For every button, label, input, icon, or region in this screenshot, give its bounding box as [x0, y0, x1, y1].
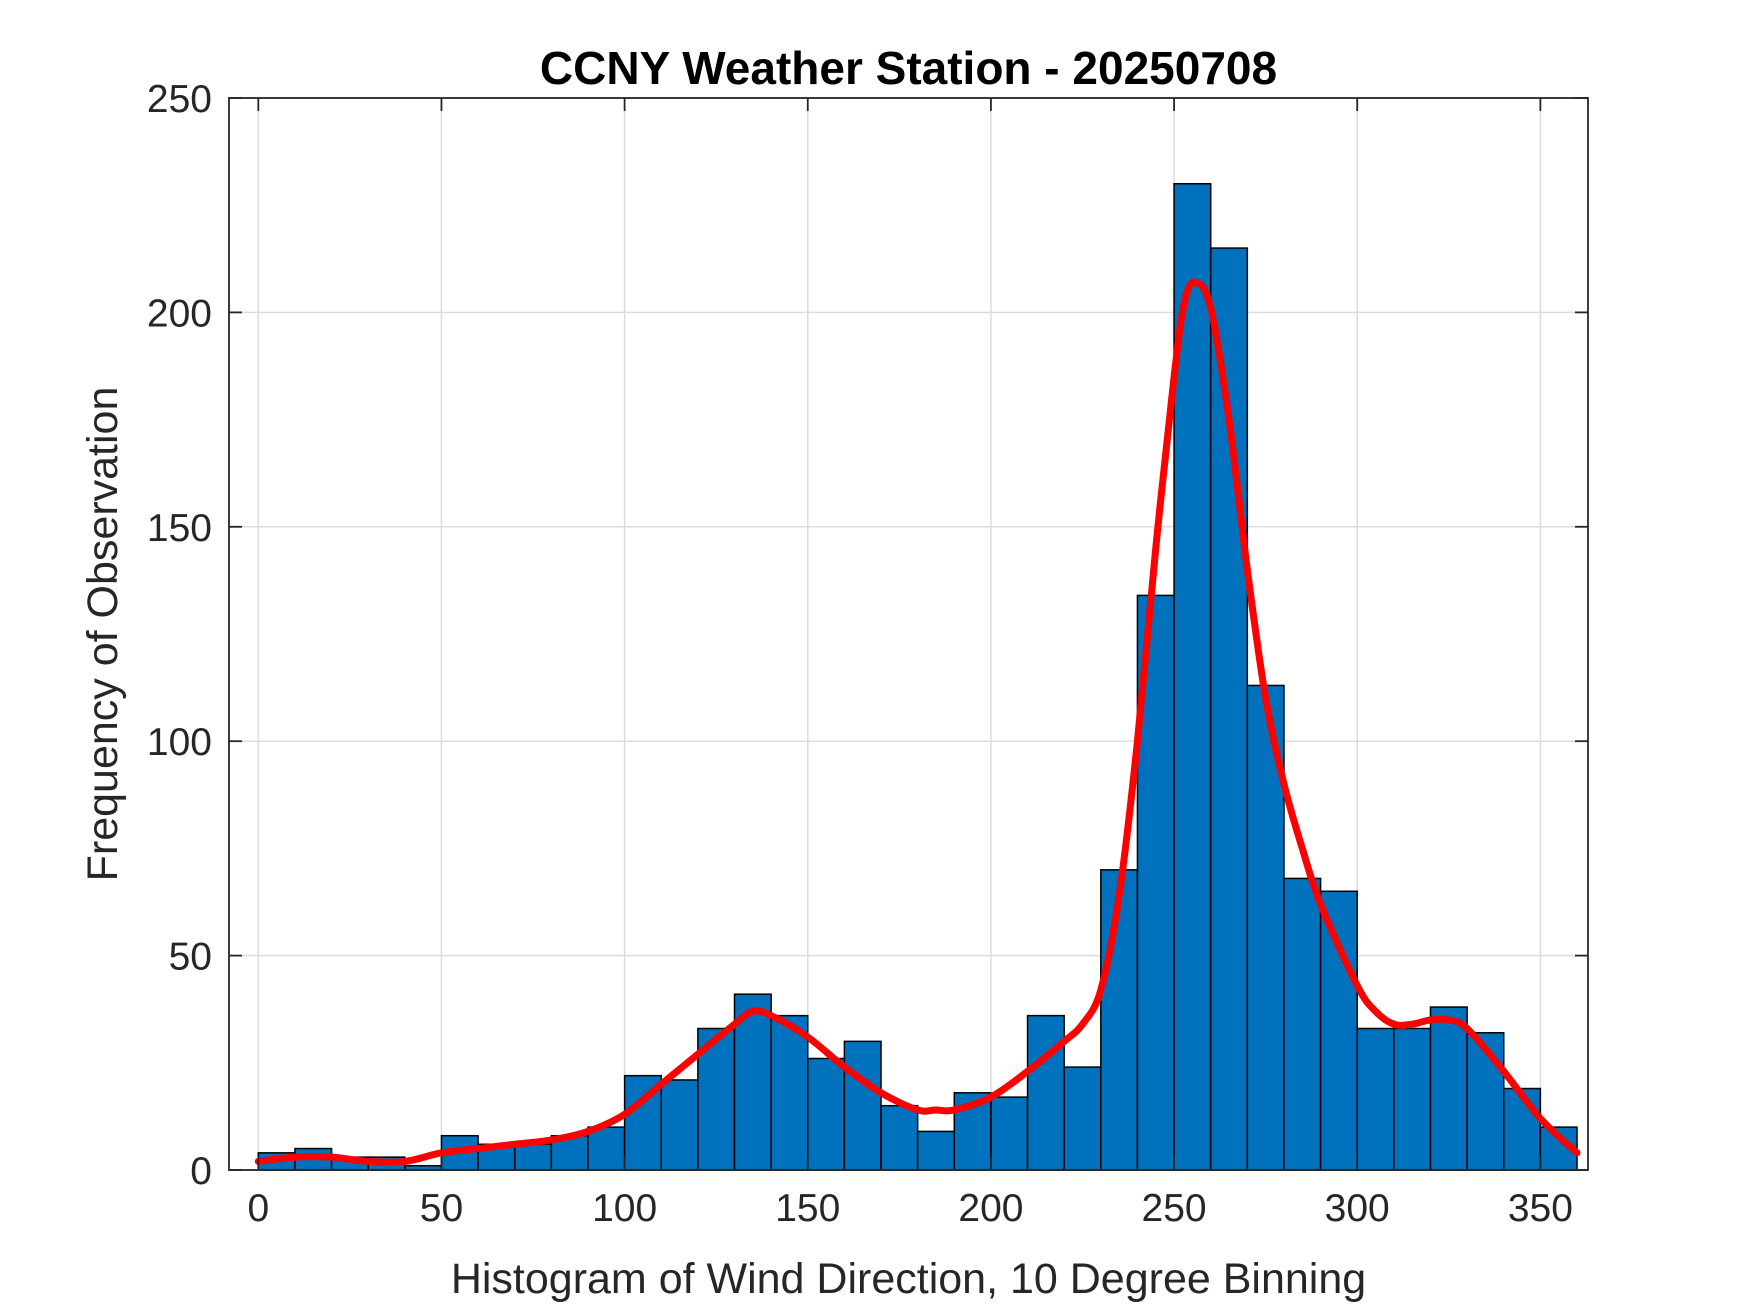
histogram-bar [807, 1057, 846, 1171]
histogram-bar [916, 1130, 956, 1171]
y-tick-label: 100 [147, 721, 212, 764]
density-fit-curve [254, 278, 1581, 1166]
histogram-bar [660, 1079, 699, 1171]
y-tick-label: 150 [147, 507, 212, 550]
histogram-bar [1319, 890, 1358, 1171]
histogram-bar [1100, 869, 1139, 1171]
x-tick-label: 300 [1325, 1187, 1390, 1230]
histogram-bar [1026, 1014, 1065, 1171]
histogram-bar [1466, 1032, 1505, 1171]
histogram-bar [880, 1104, 919, 1171]
x-tick-label: 150 [775, 1187, 840, 1230]
plot-area-background [229, 98, 1588, 1170]
histogram-bars [257, 183, 1578, 1171]
histogram-bar [1356, 1027, 1395, 1171]
histogram-bar [1209, 247, 1249, 1171]
x-tick-label: 250 [1142, 1187, 1207, 1230]
y-tick-label: 50 [169, 936, 212, 979]
y-tick-label: 200 [147, 292, 212, 335]
histogram-bar [770, 1014, 809, 1171]
tick-labels: 0 50 100 150 200 250 300 350 0 50 100 150 200 250 [147, 78, 1573, 1230]
axes-box [228, 97, 1589, 1171]
fit-curve-layer [254, 278, 1581, 1166]
y-tick-label: 250 [147, 78, 212, 121]
histogram-bar [1429, 1006, 1468, 1171]
histogram-bar [843, 1040, 882, 1171]
x-tick-label: 350 [1508, 1187, 1573, 1230]
histogram-bar [990, 1096, 1029, 1171]
histogram-bar [1393, 1027, 1432, 1171]
chart-title: CCNY Weather Station - 20250708 [540, 42, 1277, 94]
histogram-bar [1283, 877, 1322, 1171]
histogram-bar [587, 1126, 626, 1171]
x-axis-label: Histogram of Wind Direction, 10 Degree B… [451, 1255, 1366, 1303]
y-tick-label: 0 [190, 1150, 212, 1193]
y-axis-label: Frequency of Observation [79, 387, 127, 882]
x-tick-label: 200 [958, 1187, 1023, 1230]
histogram-bar [1063, 1066, 1102, 1171]
axes [228, 97, 1589, 1171]
histogram-bar [513, 1143, 553, 1171]
x-tick-label: 50 [420, 1187, 463, 1230]
x-tick-label: 0 [247, 1187, 269, 1230]
x-tick-label: 100 [592, 1187, 657, 1230]
